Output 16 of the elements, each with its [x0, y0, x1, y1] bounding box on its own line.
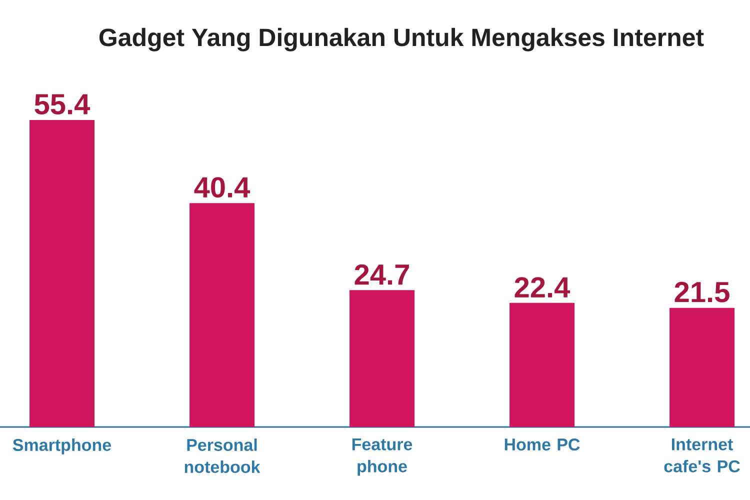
- data-label: 22.4: [514, 277, 570, 298]
- bar: [510, 302, 575, 427]
- data-label: 24.7: [354, 264, 409, 285]
- data-label: 55.4: [34, 94, 90, 114]
- x-tick-label: Home PC: [504, 438, 580, 451]
- bar: [350, 290, 415, 427]
- bar: [30, 120, 94, 427]
- x-tick-label: Smartphone: [12, 438, 112, 454]
- x-tick-label: Feature phone: [352, 438, 412, 476]
- data-label: 40.4: [194, 177, 250, 198]
- bar: [190, 203, 255, 427]
- chart-title: Gadget Yang Digunakan Untuk Mengakses Internet: [99, 28, 704, 52]
- data-label: 21.5: [674, 282, 730, 302]
- bar: [670, 308, 735, 427]
- x-tick-label: Personal notebook: [184, 438, 260, 474]
- x-tick-label: Internet cafe's PC: [664, 438, 740, 472]
